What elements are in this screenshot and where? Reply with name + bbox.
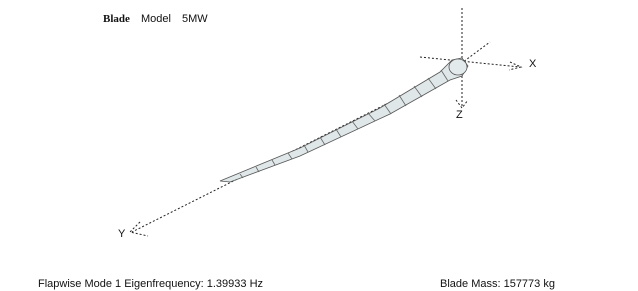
mass-label: Blade Mass: 157773 kg [440, 278, 555, 290]
title-model: Model [141, 13, 171, 25]
title-blade: Blade [103, 13, 130, 25]
page: {"header": {"blade": "Blade", "model": "… [0, 0, 638, 291]
title-name: 5MW [182, 13, 208, 25]
blade-model [220, 58, 468, 182]
axes-triad [130, 8, 521, 236]
axis-label-z: Z [456, 109, 463, 121]
axis-label-x: X [529, 58, 537, 70]
frequency-label: Flapwise Mode 1 Eigenfrequency: 1.39933 … [38, 278, 263, 290]
viewport: Blade Model 5MW X Y Z [0, 0, 638, 291]
axis-label-y: Y [118, 228, 126, 240]
